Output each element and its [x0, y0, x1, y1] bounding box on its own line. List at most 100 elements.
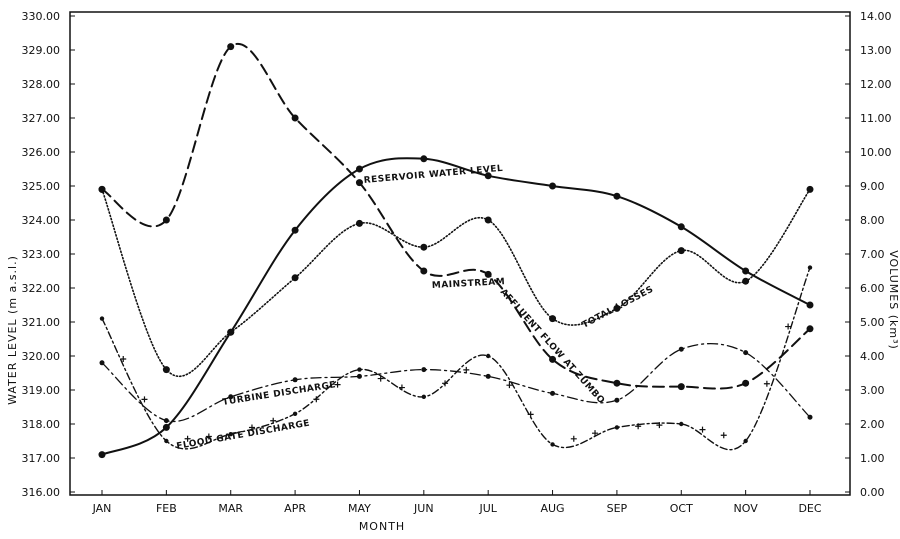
right-tick-label: 3.00	[860, 384, 885, 397]
data-point	[807, 414, 813, 420]
left-tick-label: 318.00	[22, 418, 61, 431]
series-line	[101, 342, 811, 423]
data-point	[227, 328, 235, 336]
right-tick-label: 8.00	[860, 214, 885, 227]
data-point	[484, 216, 492, 224]
left-tick-label: 329.00	[22, 44, 61, 57]
data-point	[98, 451, 106, 459]
cross-marker	[248, 424, 255, 431]
x-tick-label: NOV	[734, 502, 759, 515]
left-tick-label: 316.00	[22, 486, 61, 499]
data-point	[292, 411, 298, 416]
data-point	[484, 270, 492, 278]
data-point	[291, 114, 299, 122]
left-tick-label: 326.00	[22, 146, 61, 159]
left-tick-label: 325.00	[22, 180, 61, 193]
data-point	[162, 423, 170, 431]
series-total-losses	[98, 185, 814, 378]
data-point	[485, 373, 491, 379]
x-tick-label: DEC	[798, 502, 821, 515]
cross-marker	[141, 396, 148, 403]
data-point	[613, 192, 621, 200]
data-point	[420, 155, 428, 163]
right-tick-label: 6.00	[860, 282, 885, 295]
data-point	[421, 394, 427, 399]
cross-marker	[527, 411, 534, 418]
cross-marker	[463, 366, 470, 373]
series-line	[101, 266, 811, 451]
right-tick-label: 0.00	[860, 486, 885, 499]
x-tick-label: FEB	[156, 502, 177, 515]
left-tick-label: 330.00	[22, 10, 61, 23]
left-tick-label: 320.00	[22, 350, 61, 363]
left-axis-ticks: 316.00 317.00 318.00 319.00 320.00 321.00 322.…	[22, 10, 75, 499]
data-point	[355, 179, 363, 187]
data-point	[162, 366, 170, 374]
x-tick-label: JUN	[413, 502, 434, 515]
label-losses: TOTAL LOSSES	[581, 285, 656, 331]
data-point	[549, 182, 557, 190]
left-tick-label: 327.00	[22, 112, 61, 125]
data-point	[355, 165, 363, 173]
data-point	[99, 360, 105, 366]
right-tick-label: 12.00	[860, 78, 892, 91]
data-point	[291, 226, 299, 234]
data-point	[421, 367, 427, 373]
data-point	[742, 379, 750, 387]
y-axis-right-label: VOLUMES (km³)	[887, 250, 900, 350]
data-point	[806, 185, 814, 193]
right-tick-label: 5.00	[860, 316, 885, 329]
cross-marker	[592, 430, 599, 437]
data-point	[806, 325, 814, 333]
x-axis-ticks: JAN FEB MAR APR MAY JUN JUL AUG SEP OCT NOV DEC	[92, 490, 822, 515]
data-point	[549, 315, 557, 323]
x-tick-label: OCT	[670, 502, 693, 515]
data-point	[678, 346, 684, 352]
data-point	[164, 438, 169, 444]
right-tick-label: 1.00	[860, 452, 885, 465]
data-point	[99, 316, 105, 321]
data-point	[98, 185, 106, 193]
cross-marker	[763, 380, 770, 387]
data-point	[227, 43, 235, 51]
x-axis-label: MONTH	[359, 520, 405, 533]
right-tick-label: 10.00	[860, 146, 892, 159]
data-point	[614, 425, 620, 430]
left-tick-label: 328.00	[22, 78, 61, 91]
label-floodgate: FLOOD GATE DISCHARGE	[176, 419, 311, 452]
x-tick-label: AUG	[540, 502, 564, 515]
data-point	[357, 367, 362, 372]
data-point	[679, 421, 684, 427]
cross-marker	[785, 323, 792, 330]
right-tick-label: 14.00	[860, 10, 892, 23]
right-axis-ticks: 0.00 1.00 2.00 3.00 4.00 5.00 6.00 7.00 8.00 9.00…	[845, 10, 892, 499]
x-tick-label: JUL	[478, 502, 497, 515]
cross-marker	[334, 381, 341, 388]
data-point	[677, 383, 685, 391]
series-group	[98, 43, 814, 459]
left-tick-label: 317.00	[22, 452, 61, 465]
x-tick-label: APR	[284, 502, 306, 515]
data-point	[677, 223, 685, 231]
plot-frame	[69, 11, 851, 496]
data-point	[743, 438, 748, 444]
right-tick-label: 13.00	[860, 44, 892, 57]
data-point	[550, 442, 555, 447]
series-line	[101, 157, 811, 456]
series-flood-gate-discharge	[99, 265, 813, 451]
data-point	[163, 418, 169, 424]
data-point	[807, 265, 813, 270]
data-point	[549, 355, 557, 363]
y-axis-left-label: WATER LEVEL (m a.s.l.)	[6, 255, 19, 405]
right-tick-label: 11.00	[860, 112, 892, 125]
data-point	[485, 353, 491, 359]
data-point	[228, 432, 233, 437]
series-mainstream-affluent-flow-at-zumbo	[98, 43, 814, 391]
right-tick-label: 4.00	[860, 350, 885, 363]
cross-marker	[270, 417, 277, 424]
cross-marker	[635, 423, 642, 430]
x-tick-label: SEP	[607, 502, 628, 515]
data-point	[613, 304, 621, 312]
data-point	[356, 373, 362, 379]
x-tick-label: JAN	[92, 502, 112, 515]
